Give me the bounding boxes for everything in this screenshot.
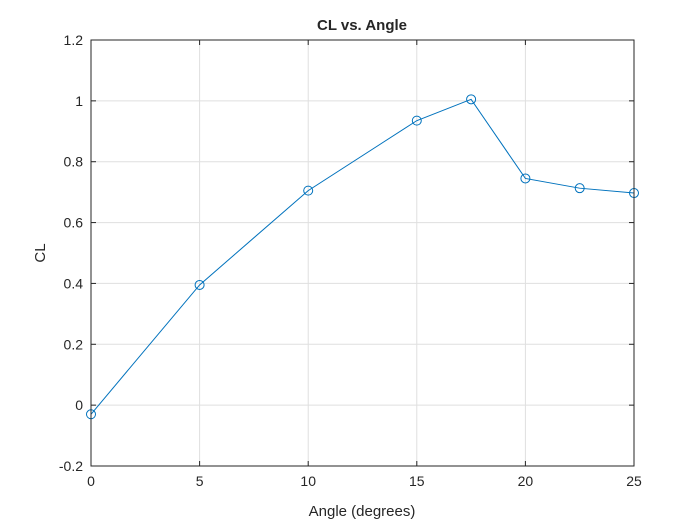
x-tick-label: 0 <box>87 473 95 489</box>
y-tick-label: 0.4 <box>64 275 84 291</box>
y-tick-label: 0.8 <box>64 154 84 170</box>
y-tick-label: 0.6 <box>64 215 84 231</box>
data-point-marker <box>303 185 314 196</box>
x-tick-label: 25 <box>626 473 642 489</box>
x-tick-label: 20 <box>518 473 534 489</box>
series-group <box>86 94 639 420</box>
x-tick-label: 10 <box>300 473 316 489</box>
x-axis-label: Angle (degrees) <box>309 503 416 520</box>
series-line <box>90 98 635 415</box>
x-tick-label: 15 <box>409 473 425 489</box>
y-axis-label: CL <box>32 243 49 262</box>
y-tick-labels: -0.2 0 0.2 0.4 0.6 0.8 1 1.2 <box>59 32 83 474</box>
data-point-marker <box>466 94 477 105</box>
plot-area <box>91 40 634 466</box>
x-tick-label: 5 <box>196 473 204 489</box>
data-point-marker <box>411 115 422 126</box>
tick-marks <box>90 39 635 467</box>
data-point-marker <box>194 279 205 290</box>
data-point-marker <box>574 183 585 194</box>
chart-title: CL vs. Angle <box>317 17 407 34</box>
y-tick-label: 1 <box>75 93 83 109</box>
data-point-marker <box>520 173 531 184</box>
axes-box <box>90 39 635 467</box>
x-tick-labels: 0 5 10 15 20 25 <box>87 473 642 489</box>
y-tick-label: 0 <box>75 397 83 413</box>
y-tick-label: 1.2 <box>64 32 84 48</box>
y-tick-label: 0.2 <box>64 336 84 352</box>
y-tick-label: -0.2 <box>59 458 83 474</box>
